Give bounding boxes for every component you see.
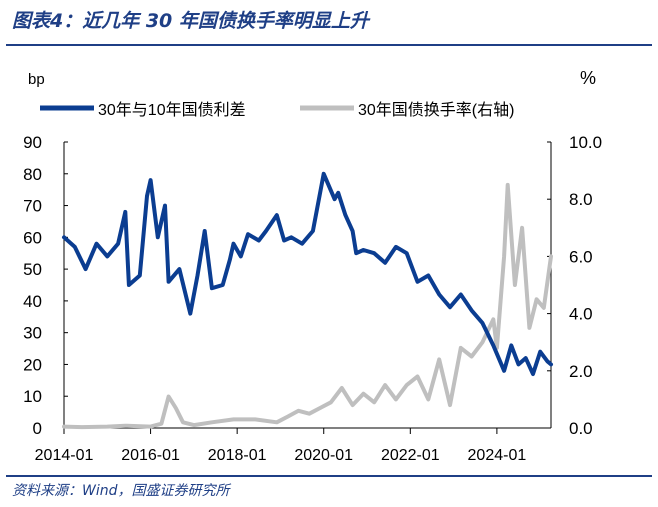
left-tick-label: 40 [23, 292, 42, 311]
left-tick-label: 60 [23, 228, 42, 247]
legend-label-spread: 30年与10年国债利差 [98, 101, 246, 119]
x-tick-label: 2022-01 [381, 447, 440, 464]
series-line-spread [62, 171, 553, 376]
right-axis: 0.0 2.0 4.0 6.0 8.0 10.0 [547, 133, 602, 438]
source-divider [6, 475, 652, 477]
right-tick-label: 0.0 [569, 419, 593, 438]
right-tick-label: 2.0 [569, 362, 593, 381]
left-tick-label: 80 [23, 165, 42, 184]
left-unit-label: bp [28, 71, 45, 88]
figure-title: 图表4：近几年 30 年国债换手率明显上升 [12, 10, 369, 32]
legend: 30年与10年国债利差 30年国债换手率(右轴) [40, 101, 514, 119]
legend-label-turnover: 30年国债换手率(右轴) [358, 101, 514, 119]
series-layer [62, 171, 553, 430]
x-tick-label: 2016-01 [121, 447, 180, 464]
right-unit-label: % [580, 68, 596, 88]
left-tick-label: 90 [23, 133, 42, 152]
left-tick-label: 20 [23, 355, 42, 374]
x-tick-label: 2018-01 [208, 447, 267, 464]
x-tick-label: 2024-01 [468, 447, 527, 464]
left-tick-label: 50 [23, 260, 42, 279]
series-line-turnover [62, 182, 553, 430]
left-tick-label: 10 [23, 387, 42, 406]
left-tick-label: 30 [23, 324, 42, 343]
x-axis: 2014-01 2016-01 2018-01 2020-01 2022-01 2024-… [35, 427, 551, 464]
right-tick-label: 4.0 [569, 305, 593, 324]
x-tick-label: 2014-01 [35, 447, 94, 464]
right-tick-label: 8.0 [569, 190, 593, 209]
title-divider [6, 44, 652, 46]
x-tick-label: 2020-01 [294, 447, 353, 464]
left-tick-label: 0 [33, 419, 42, 438]
left-tick-label: 70 [23, 197, 42, 216]
right-tick-label: 10.0 [569, 133, 602, 152]
left-axis: 0 10 20 30 40 50 60 70 80 90 [23, 133, 68, 438]
source-note: 资料来源：Wind，国盛证券研究所 [12, 483, 230, 499]
right-tick-label: 6.0 [569, 247, 593, 266]
